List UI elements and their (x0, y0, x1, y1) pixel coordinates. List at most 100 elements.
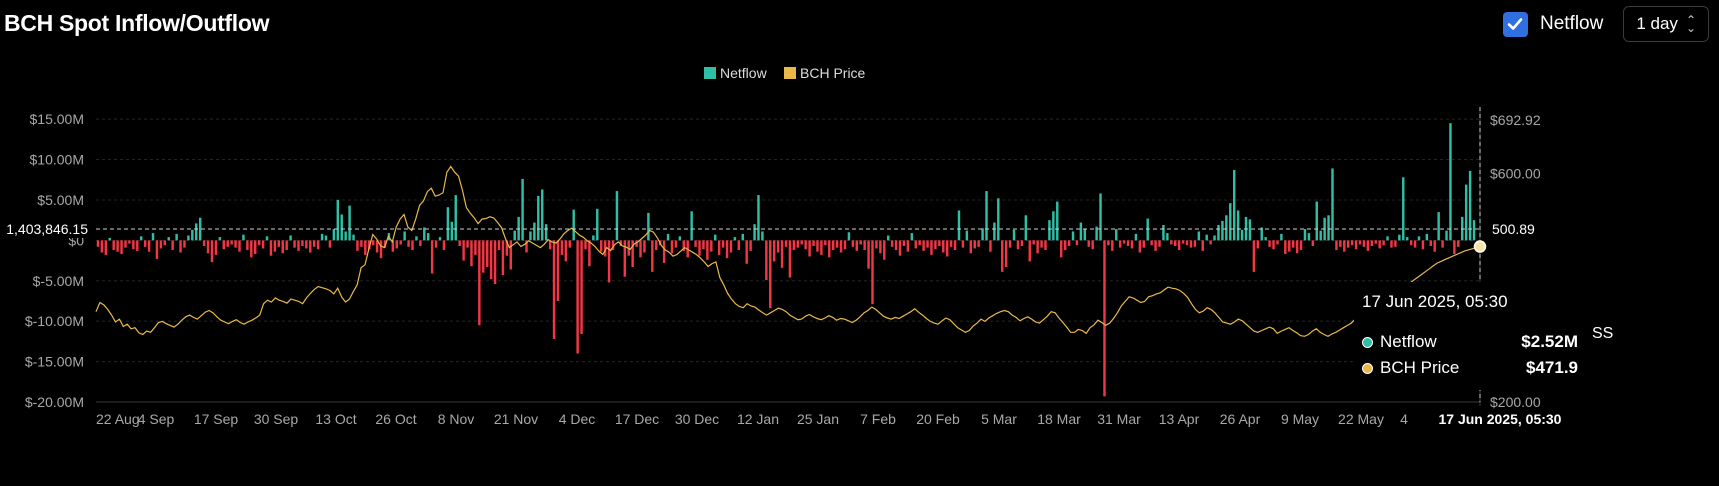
netflow-bar (1331, 168, 1334, 241)
netflow-bar (1201, 240, 1204, 251)
netflow-bar (395, 240, 398, 249)
netflow-bar (124, 240, 127, 248)
netflow-bar (360, 240, 363, 247)
netflow-bar (1063, 240, 1067, 251)
tooltip-value: $471.9 (1526, 358, 1578, 377)
netflow-bar (655, 240, 658, 251)
netflow-bar (1276, 240, 1279, 245)
price-marker-dot (1473, 240, 1487, 253)
netflow-toggle-label[interactable]: Netflow (1539, 13, 1604, 34)
crosshair-label-right: 500.89 (1492, 221, 1535, 237)
netflow-bar (1303, 229, 1307, 241)
netflow-bar (749, 240, 752, 251)
netflow-bar (1256, 240, 1260, 249)
netflow-bar (1028, 240, 1031, 262)
netflow-bar (678, 236, 682, 241)
netflow-bar (552, 240, 556, 339)
netflow-bar (796, 240, 800, 248)
netflow-bar (721, 240, 725, 248)
netflow-bar (757, 195, 760, 241)
netflow-bar (1468, 170, 1472, 241)
netflow-bar (143, 240, 147, 247)
netflow-bar (537, 195, 540, 241)
netflow-bar (1004, 240, 1008, 268)
netflow-bar (831, 240, 835, 251)
netflow-bar (485, 240, 489, 268)
netflow-bar (1299, 240, 1303, 251)
netflow-bar (379, 240, 383, 259)
netflow-bar (674, 240, 678, 248)
netflow-bar (1118, 240, 1122, 248)
netflow-bar (1268, 240, 1271, 247)
netflow-bar (1347, 240, 1350, 248)
y-tick-label-left: $-5.00M (33, 273, 84, 289)
netflow-bar (1405, 237, 1409, 241)
netflow-bar (544, 224, 548, 241)
netflow-bar (1115, 229, 1118, 241)
netflow-bar (320, 233, 324, 241)
netflow-bar (733, 237, 737, 241)
netflow-bar (985, 191, 988, 241)
netflow-bar (1390, 240, 1393, 248)
netflow-bar (792, 240, 796, 251)
netflow-bar (1472, 220, 1476, 241)
netflow-bar (1170, 240, 1173, 245)
netflow-bar (1166, 233, 1169, 241)
netflow-bar (277, 240, 281, 247)
netflow-bar (1048, 220, 1051, 241)
netflow-bar (501, 240, 505, 276)
netflow-bar (218, 237, 222, 241)
netflow-bar (1008, 240, 1012, 248)
netflow-bar (238, 240, 241, 252)
netflow-bar (1240, 229, 1244, 241)
netflow-bar (438, 237, 442, 241)
y-tick-label-left: $-20.00M (25, 394, 84, 410)
netflow-bar (745, 240, 748, 264)
netflow-checkbox[interactable] (1502, 11, 1528, 37)
netflow-bar (1225, 215, 1228, 241)
netflow-bar (419, 240, 422, 247)
netflow-bar (1154, 240, 1157, 251)
netflow-bar (348, 205, 351, 241)
netflow-bar (1229, 203, 1232, 241)
legend-label: Netflow (720, 65, 768, 81)
netflow-bar (1130, 240, 1134, 249)
netflow-bar (1126, 240, 1130, 247)
netflow-bar (273, 240, 277, 252)
netflow-bar (442, 240, 446, 251)
netflow-bar (281, 240, 284, 254)
netflow-bar (906, 240, 910, 252)
legend-label: BCH Price (800, 65, 866, 81)
x-tick-label: 31 Mar (1097, 411, 1141, 427)
netflow-bar (808, 240, 811, 257)
interval-select[interactable]: 1 day ⌃ ⌄ (1623, 6, 1709, 42)
netflow-bar (769, 240, 772, 309)
netflow-bar (1142, 240, 1145, 248)
netflow-bar (1291, 240, 1295, 248)
x-tick-label: 4 Sep (138, 411, 175, 427)
netflow-bar (198, 217, 202, 241)
netflow-bar (698, 240, 701, 256)
netflow-bar (784, 240, 788, 247)
netflow-bar (285, 240, 288, 251)
netflow-bar (446, 207, 450, 241)
netflow-bar (615, 191, 619, 241)
netflow-bar (776, 240, 780, 253)
netflow-bar (525, 240, 528, 253)
netflow-bar (1288, 240, 1291, 252)
netflow-bar (1453, 240, 1456, 255)
netflow-bar (1162, 225, 1165, 241)
price-line (95, 165, 1481, 337)
netflow-bar (1185, 240, 1189, 246)
netflow-bar (977, 240, 980, 247)
netflow-bar (1307, 233, 1311, 241)
netflow-bar (780, 240, 784, 268)
netflow-bar (497, 240, 501, 251)
netflow-bar (1441, 240, 1444, 248)
netflow-bar (548, 240, 552, 250)
netflow-bar (364, 240, 367, 255)
netflow-bar (415, 236, 418, 241)
netflow-bar (572, 209, 575, 241)
netflow-bar (1402, 177, 1405, 241)
